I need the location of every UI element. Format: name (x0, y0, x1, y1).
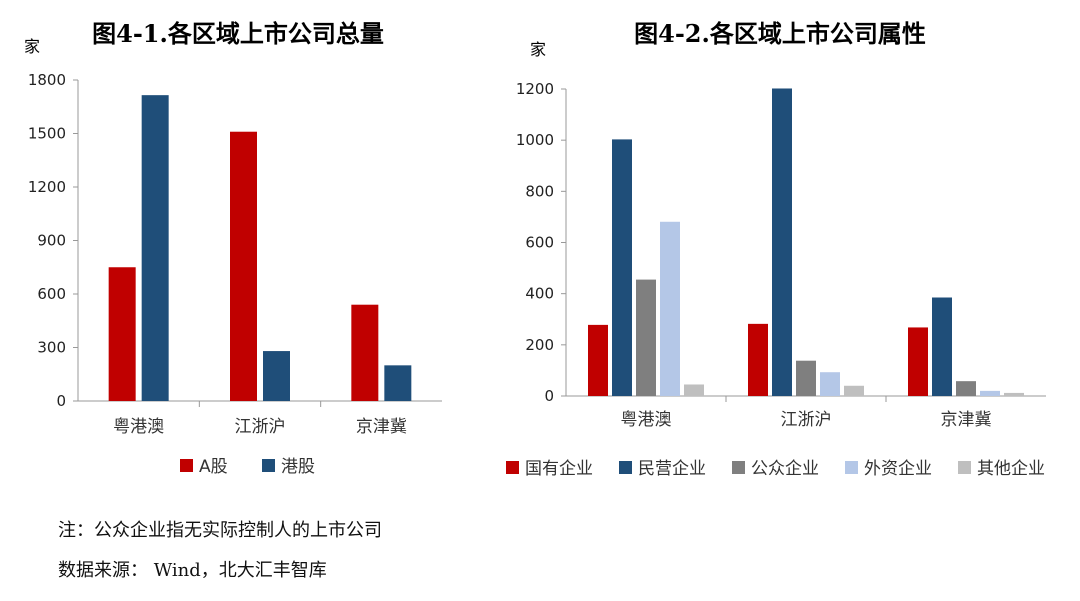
chart2-bar (684, 384, 704, 396)
chart1-category-label: 江浙沪 (235, 417, 286, 437)
chart2-y-tick-label: 0 (544, 387, 554, 405)
chart2-bar (772, 88, 792, 396)
chart2-category-label: 京津冀 (941, 410, 992, 430)
chart1-y-tick-label: 0 (56, 392, 66, 410)
chart1-y-tick-label: 900 (37, 232, 66, 250)
chart2-bar (588, 324, 608, 396)
chart2-legend-swatch (619, 461, 632, 474)
chart1-bar (263, 351, 290, 401)
chart2-title: 图4-2.各区域上市公司属性 (634, 19, 926, 48)
chart2-bar (1004, 392, 1024, 396)
chart1-y-tick-label: 1500 (28, 125, 66, 143)
chart2-y-tick-label: 1200 (516, 80, 554, 98)
chart2-bar (932, 297, 952, 396)
chart1-bar (108, 267, 136, 401)
chart2-bar (636, 279, 656, 396)
chart1-category-label: 京津冀 (356, 417, 407, 437)
chart2-category-label: 江浙沪 (781, 410, 832, 430)
chart2-y-tick-label: 400 (525, 285, 554, 303)
chart2-legend-label: 公众企业 (751, 459, 819, 479)
chart2-bar (660, 221, 680, 396)
chart2-y-tick-label: 800 (525, 182, 554, 200)
chart2-y-tick-label: 200 (525, 336, 554, 354)
chart2-legend-swatch (958, 461, 971, 474)
chart2-bar (956, 381, 976, 396)
chart2-bar (820, 372, 840, 396)
chart1-bar (141, 95, 169, 402)
chart2-category-label: 粤港澳 (621, 410, 672, 430)
chart1-bar (384, 365, 412, 401)
data-source: 数据来源： Wind，北大汇丰智库 (58, 560, 327, 581)
chart1-y-tick-label: 1200 (28, 178, 66, 196)
chart1-legend-label: A股 (199, 457, 228, 477)
chart2-bar (748, 323, 768, 396)
chart1-legend-swatch (180, 459, 193, 472)
chart2-bar (796, 360, 816, 396)
chart2-ylabel: 家 (530, 40, 546, 59)
footnote: 注：公众企业指无实际控制人的上市公司 (58, 520, 382, 541)
chart2-legend-label: 国有企业 (525, 459, 593, 479)
chart2-y-tick-label: 600 (525, 234, 554, 252)
chart1-legend-swatch (262, 459, 275, 472)
chart1-y-tick-label: 300 (37, 339, 66, 357)
chart1-legend-label: 港股 (281, 457, 315, 477)
chart2-legend-swatch (845, 461, 858, 474)
chart2-legend-swatch (506, 461, 519, 474)
chart1-y-tick-label: 1800 (28, 71, 66, 89)
chart1-bar (351, 304, 379, 401)
chart1-ylabel: 家 (24, 37, 40, 56)
chart2-legend-swatch (732, 461, 745, 474)
chart2-bar (980, 390, 1000, 396)
chart1-bar (230, 131, 257, 401)
chart1-y-tick-label: 600 (37, 285, 66, 303)
chart2-legend-label: 外资企业 (864, 459, 932, 479)
chart1-category-label: 粤港澳 (113, 417, 164, 437)
chart2-legend-label: 其他企业 (977, 459, 1045, 479)
chart2-legend-label: 民营企业 (638, 459, 706, 479)
chart2-bar (844, 385, 864, 396)
chart2-y-tick-label: 1000 (516, 131, 554, 149)
chart2-bar (908, 327, 928, 396)
chart1-title: 图4-1.各区域上市公司总量 (92, 19, 384, 48)
chart2-bar (612, 139, 632, 396)
